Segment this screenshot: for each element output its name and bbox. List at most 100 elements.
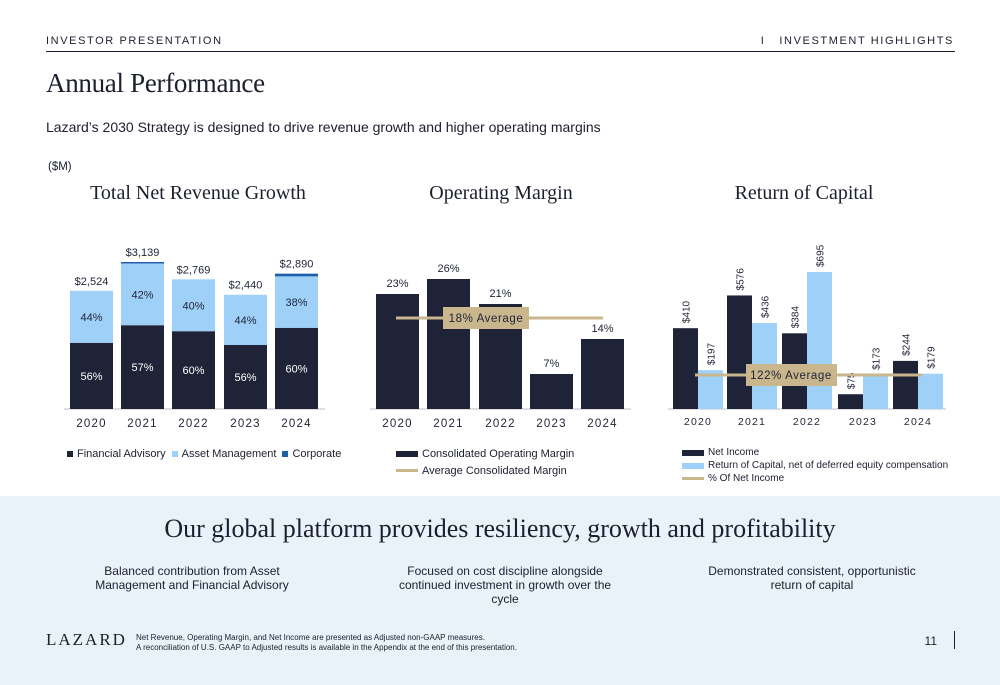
- chart-title-revenue: Total Net Revenue Growth: [90, 182, 306, 204]
- legend-label-corp: Corporate: [292, 447, 342, 460]
- capital-label-roc-2024: $179: [927, 346, 938, 369]
- margin-label-2022: 21%: [489, 288, 511, 300]
- header-rule: [46, 51, 955, 52]
- lazard-logo: LAZARD: [46, 630, 127, 649]
- revenue-total-2024: $2,890: [280, 259, 314, 271]
- footer-note: Net Revenue, Operating Margin, and Net I…: [136, 633, 517, 653]
- legend-label-acm: Average Consolidated Margin: [422, 464, 567, 477]
- legend-capital: Net Income Return of Capital, net of def…: [682, 446, 948, 485]
- legend-swatch-ni: [682, 449, 704, 456]
- capital-xtick-2022: 2022: [793, 416, 821, 428]
- capital-xtick-2021: 2021: [738, 416, 766, 428]
- legend-swatch-fa: [67, 450, 73, 457]
- margin-bar-2024: [581, 339, 624, 409]
- capital-xtick-2023: 2023: [849, 416, 877, 428]
- legend-label-pni: % Of Net Income: [708, 473, 785, 484]
- margin-bar-2020: [376, 294, 419, 409]
- revenue-total-2023: $2,440: [229, 280, 263, 292]
- capital-bar-ni-2021: [727, 295, 752, 409]
- capital-bar-ni-2023: [838, 394, 863, 409]
- revenue-pct-fa-2021: 57%: [131, 362, 153, 374]
- margin-xtick-2021: 2021: [433, 418, 463, 430]
- capital-label-ni-2024: $244: [902, 333, 913, 356]
- page-number: 11: [924, 634, 937, 648]
- revenue-pct-fa-2020: 56%: [80, 371, 102, 383]
- margin-label-2023: 7%: [544, 358, 560, 370]
- revenue-bar-corp-2021: [121, 262, 164, 264]
- revenue-bar-fa-2023: [224, 345, 267, 409]
- revenue-pct-am-2022: 40%: [182, 300, 204, 312]
- revenue-total-2022: $2,769: [177, 264, 211, 276]
- legend-revenue: Financial Advisory Asset Management Corp…: [67, 447, 341, 460]
- unit-label: ($M): [48, 161, 72, 173]
- margin-bar-2023: [530, 374, 573, 409]
- revenue-bar-am-2022: [172, 279, 215, 332]
- revenue-bar-am-2023: [224, 294, 267, 346]
- revenue-xtick-2023: 2023: [230, 418, 260, 430]
- legend-margin: Consolidated Operating Margin Average Co…: [396, 447, 574, 477]
- revenue-bar-fa-2020: [70, 342, 113, 409]
- chart-title-margin: Operating Margin: [429, 182, 573, 204]
- revenue-xtick-2021: 2021: [127, 418, 157, 430]
- point-cost: Focused on cost discipline alongside con…: [398, 564, 612, 606]
- capital-label-ni-2022: $384: [791, 306, 802, 329]
- revenue-total-2021: $3,139: [126, 247, 160, 259]
- header-left: INVESTOR PRESENTATION: [46, 35, 223, 47]
- page-title: Annual Performance: [46, 68, 265, 98]
- margin-average-badge: [443, 307, 529, 329]
- capital-label-ni-2020: $410: [682, 300, 693, 323]
- revenue-pct-am-2021: 42%: [131, 289, 153, 301]
- revenue-bar-fa-2021: [121, 325, 164, 409]
- bottom-panel: [0, 496, 1000, 685]
- page-number-rule: [954, 631, 955, 649]
- legend-label-ni: Net Income: [708, 447, 760, 458]
- point-balanced: Balanced contribution from Asset Managem…: [95, 564, 289, 592]
- revenue-bar-am-2020: [70, 290, 113, 343]
- point-return: Demonstrated consistent, opportunistic r…: [708, 564, 916, 592]
- tagline: Our global platform provides resiliency,…: [164, 514, 836, 543]
- capital-bar-roc-2023: [863, 374, 888, 409]
- legend-swatch-roc: [682, 462, 704, 469]
- margin-label-2021: 26%: [437, 263, 459, 275]
- legend-swatch-acm: [396, 469, 418, 472]
- revenue-pct-am-2024: 38%: [285, 297, 307, 309]
- revenue-xtick-2020: 2020: [76, 418, 106, 430]
- capital-label-roc-2023: $173: [872, 347, 883, 370]
- revenue-bar-am-2021: [121, 263, 164, 326]
- legend-swatch-am: [171, 450, 178, 457]
- margin-average-label: 18% Average: [449, 313, 524, 325]
- footer-note-line1: Net Revenue, Operating Margin, and Net I…: [136, 633, 485, 642]
- revenue-pct-fa-2024: 60%: [285, 363, 307, 375]
- revenue-bar-am-2024: [275, 276, 318, 328]
- capital-label-roc-2021: $436: [761, 295, 772, 318]
- page-subtitle: Lazard’s 2030 Strategy is designed to dr…: [46, 119, 601, 135]
- revenue-pct-fa-2022: 60%: [182, 365, 204, 377]
- revenue-bar-fa-2022: [172, 331, 215, 409]
- margin-xtick-2023: 2023: [536, 418, 566, 430]
- margin-label-2024: 14%: [591, 323, 613, 335]
- revenue-xtick-2022: 2022: [178, 418, 208, 430]
- capital-xtick-2024: 2024: [904, 416, 932, 428]
- margin-xtick-2024: 2024: [587, 418, 617, 430]
- capital-label-roc-2022: $695: [816, 244, 827, 267]
- legend-label-fa: Financial Advisory: [77, 447, 166, 460]
- revenue-pct-am-2023: 44%: [234, 315, 256, 327]
- charts-canvas: 56% 44% $2,524 2020 57% 42% $3,139 2021 60% 40% $2…: [64, 244, 946, 430]
- margin-xtick-2022: 2022: [485, 418, 515, 430]
- footer-note-line2: A reconciliation of U.S. GAAP to Adjuste…: [136, 643, 517, 652]
- revenue-xtick-2024: 2024: [281, 418, 311, 430]
- legend-swatch-pni: [682, 477, 704, 480]
- revenue-pct-fa-2023: 56%: [234, 372, 256, 384]
- legend-swatch-corp: [282, 450, 289, 457]
- capital-average-label: 122% Average: [750, 370, 832, 382]
- margin-bar-2021: [427, 279, 470, 409]
- capital-bar-roc-2024: [918, 373, 943, 409]
- capital-xtick-2020: 2020: [684, 416, 712, 428]
- capital-average-badge: [746, 364, 837, 386]
- capital-bar-ni-2020: [673, 328, 698, 409]
- capital-label-ni-2023: $75: [847, 372, 858, 389]
- capital-bar-ni-2024: [893, 360, 918, 409]
- revenue-bar-fa-2024: [275, 327, 318, 409]
- capital-label-ni-2021: $576: [736, 268, 747, 291]
- revenue-total-2020: $2,524: [75, 276, 109, 288]
